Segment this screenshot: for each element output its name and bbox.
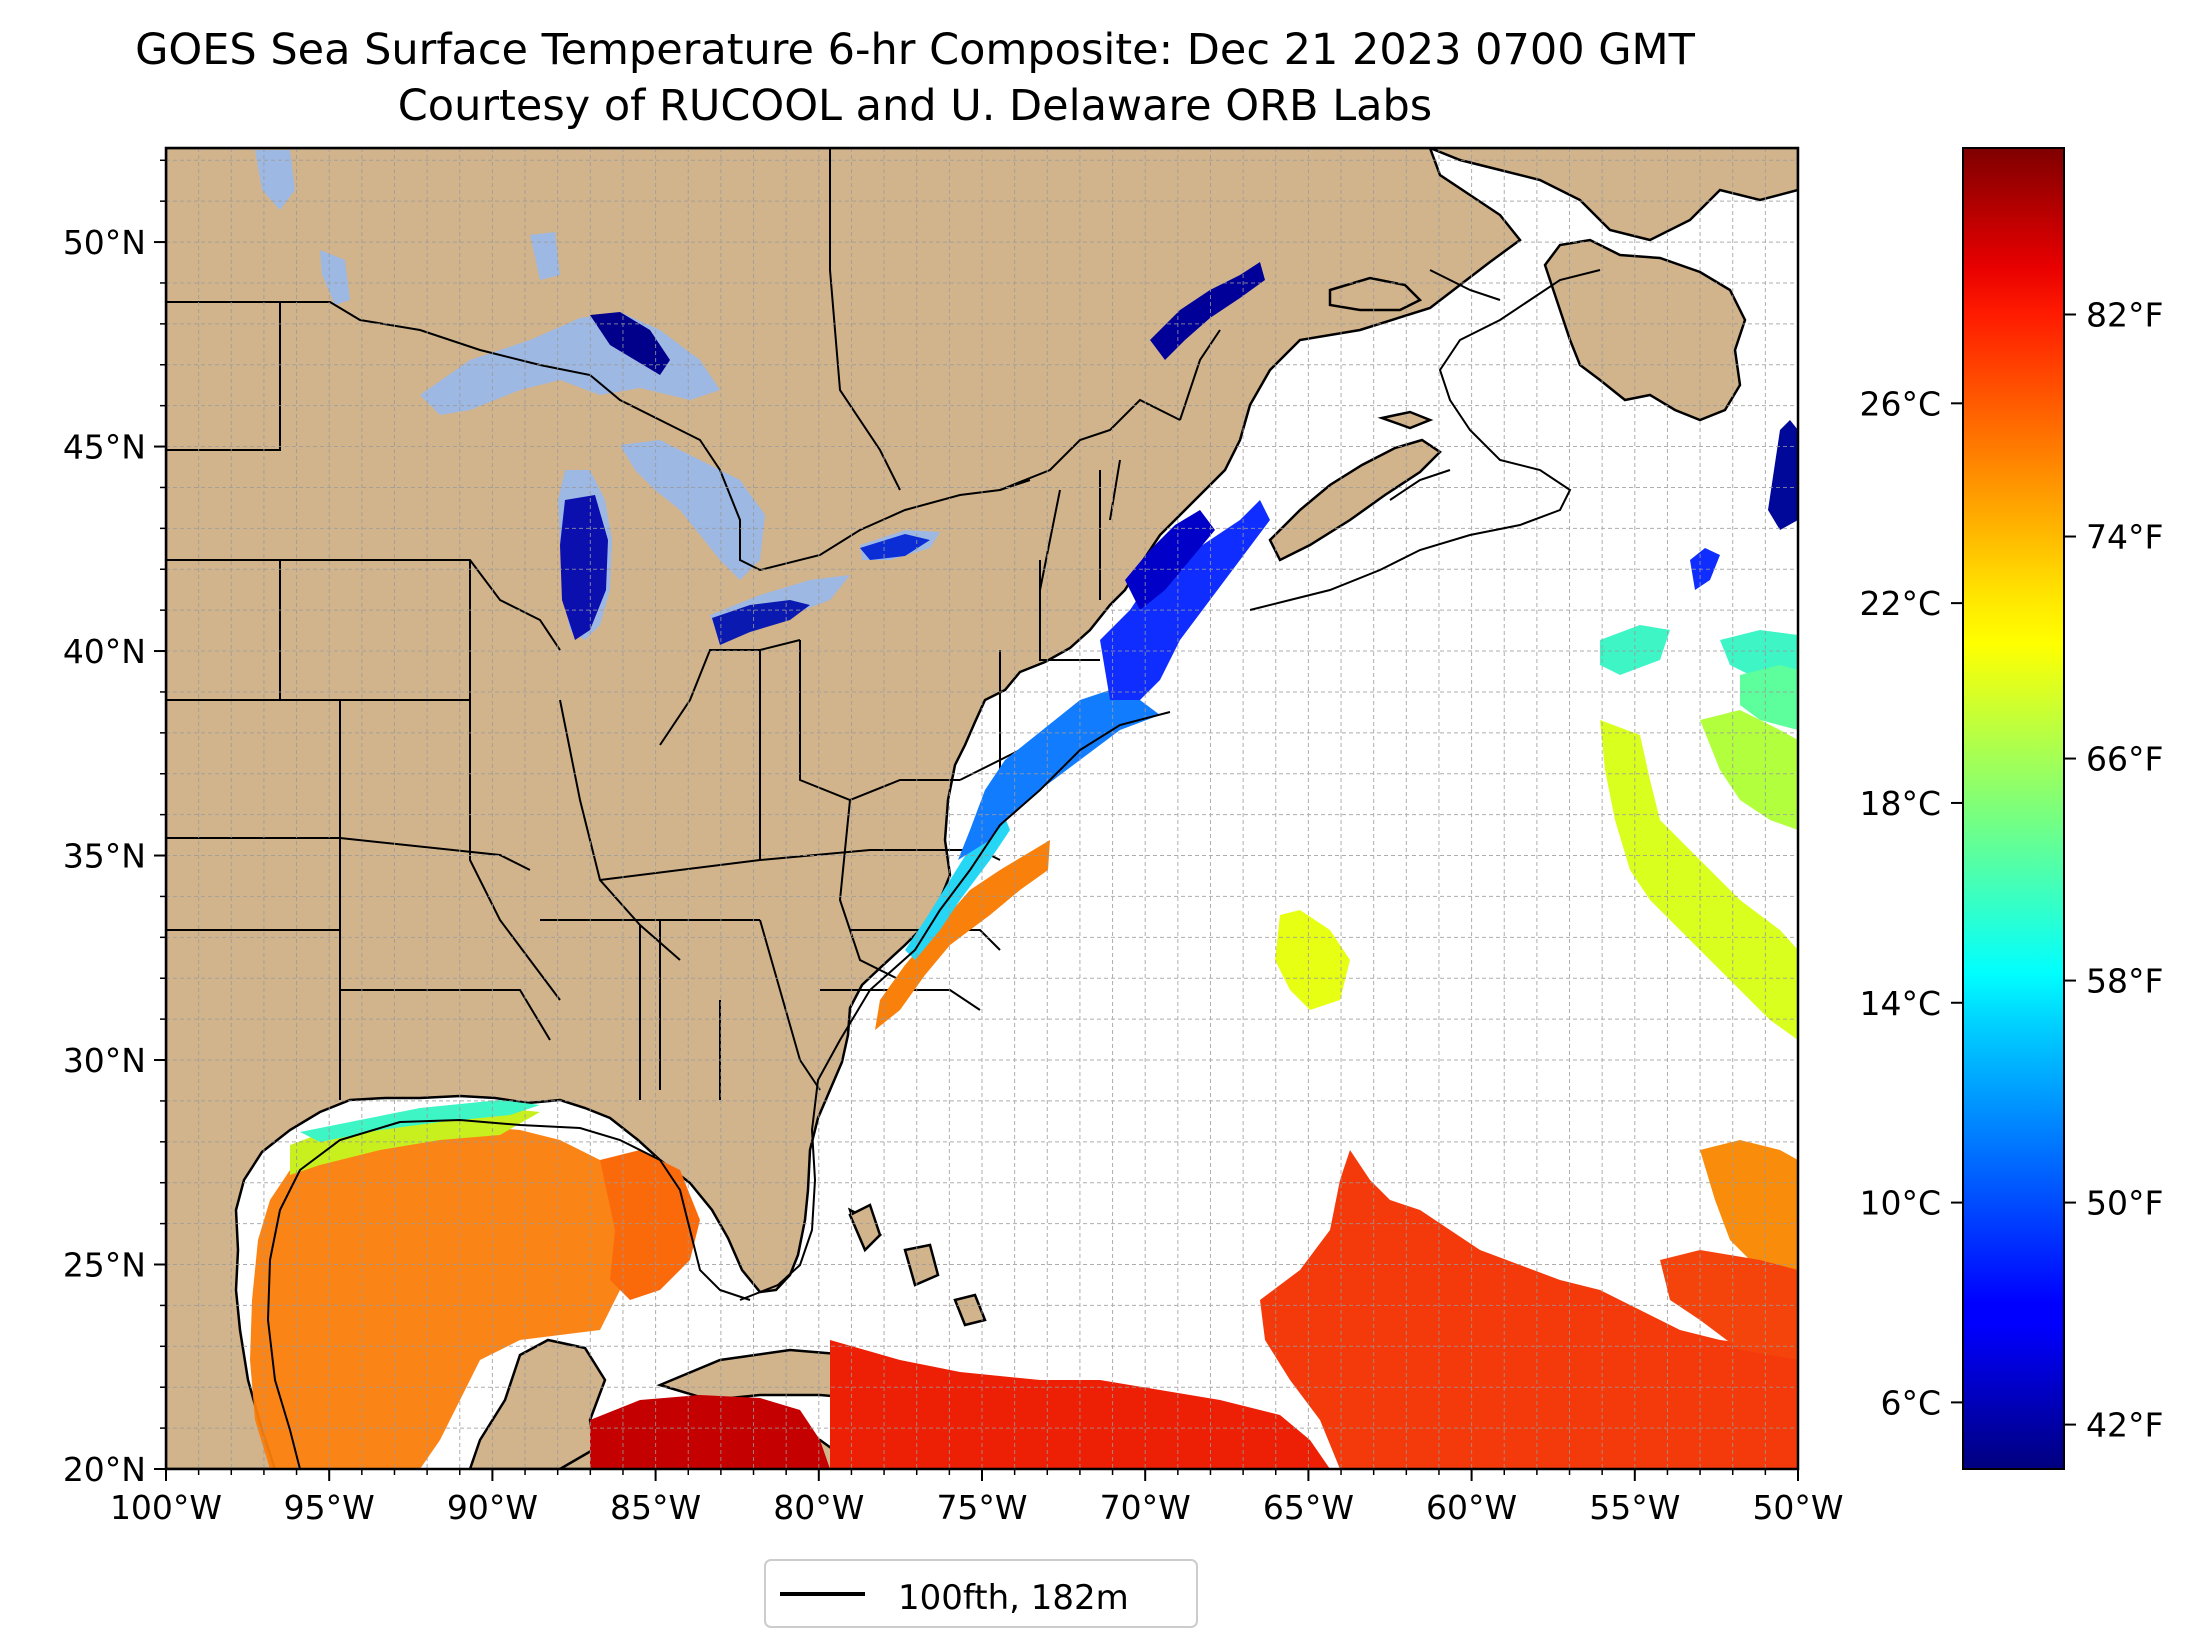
lon-tick-label: 65°W bbox=[1263, 1488, 1354, 1527]
lon-tick-label: 55°W bbox=[1589, 1488, 1680, 1527]
sst-sargasso-red bbox=[1260, 1150, 1798, 1469]
legend-label: 100fth, 182m bbox=[898, 1578, 1129, 1618]
colorbar-fahrenheit-axis: 42°F 50°F 58°F 66°F 74°F 82°F bbox=[2064, 296, 2163, 1445]
colorbar-c-label: 6°C bbox=[1880, 1383, 1941, 1422]
sst-northeast-yellow-green bbox=[1700, 710, 1798, 830]
sst-nova-scotia-blue bbox=[1690, 548, 1720, 590]
sst-gulf-of-mexico-warm bbox=[250, 1125, 650, 1469]
us-canada-border bbox=[166, 301, 1181, 572]
sst-lake-michigan-navy bbox=[560, 495, 608, 640]
sst-lake-erie-navy bbox=[712, 600, 810, 645]
lon-tick-label: 100°W bbox=[110, 1488, 222, 1527]
lon-tick-label: 95°W bbox=[284, 1488, 375, 1527]
legend-box bbox=[764, 1559, 1198, 1628]
colorbar-celsius-axis: 6°C 10°C 14°C 18°C 22°C 26°C bbox=[1859, 384, 1963, 1422]
legend: 100fth, 182m bbox=[764, 1559, 1198, 1628]
colorbar-gradient bbox=[1962, 147, 2065, 1470]
sst-georges-cyan bbox=[1600, 625, 1798, 680]
lake-nipigon bbox=[530, 232, 560, 280]
isobath-100fth-layer bbox=[266, 269, 1601, 1469]
map-title: GOES Sea Surface Temperature 6-hr Compos… bbox=[0, 22, 1830, 134]
lake-of-the-woods bbox=[320, 250, 350, 305]
sst-east-orange bbox=[1700, 1140, 1798, 1280]
sst-nova-scotia-navy bbox=[1768, 420, 1798, 530]
gridlines bbox=[166, 148, 1798, 1469]
lat-tick-label: 35°N bbox=[63, 837, 146, 876]
lat-tick-label: 20°N bbox=[63, 1450, 146, 1489]
lat-tick-label: 50°N bbox=[63, 223, 146, 262]
nova-scotia-land bbox=[1268, 438, 1442, 562]
colorbar-f-label: 50°F bbox=[2086, 1184, 2163, 1223]
colorbar-f-label: 66°F bbox=[2086, 740, 2163, 779]
sst-lake-huron-blue bbox=[860, 534, 930, 560]
lon-tick-label: 50°W bbox=[1752, 1488, 1843, 1527]
isobath-100fth-north bbox=[1249, 269, 1601, 611]
colorbar-f-label: 58°F bbox=[2086, 962, 2163, 1001]
isobath-100fth-gulf bbox=[266, 1118, 751, 1469]
lat-tick-label: 40°N bbox=[63, 632, 146, 671]
colorbar: 42°F 50°F 58°F 66°F 74°F 82°F 6°C 10°C 14°C 18°C… bbox=[1859, 147, 2163, 1470]
map-panel bbox=[166, 148, 1798, 1469]
sst-caribbean-hot bbox=[590, 1395, 830, 1469]
sst-northeast-green bbox=[1740, 665, 1798, 730]
title-line-1: GOES Sea Surface Temperature 6-hr Compos… bbox=[135, 25, 1695, 75]
lon-tick-label: 85°W bbox=[610, 1488, 701, 1527]
political-borders bbox=[166, 148, 1221, 1100]
lat-tick-label: 30°N bbox=[63, 1041, 146, 1080]
lake-winnipeg bbox=[255, 150, 295, 210]
labrador-land bbox=[1429, 148, 1798, 242]
sst-gulf-of-maine-blue bbox=[1100, 500, 1270, 700]
lon-tick-label: 70°W bbox=[1100, 1488, 1191, 1527]
lon-tick-label: 80°W bbox=[773, 1488, 864, 1527]
sst-midocean-yellow bbox=[1275, 910, 1350, 1010]
sst-st-lawrence-navy bbox=[1150, 262, 1265, 360]
gaspe-anticosti-land bbox=[1328, 276, 1423, 312]
sst-gulf-east-orange bbox=[600, 1150, 700, 1300]
lake-huron bbox=[620, 440, 765, 580]
colorbar-f-label: 42°F bbox=[2086, 1406, 2163, 1445]
colorbar-f-label: 82°F bbox=[2086, 296, 2163, 335]
lat-tick-label: 45°N bbox=[63, 428, 146, 467]
colorbar-c-label: 14°C bbox=[1859, 984, 1941, 1023]
pei-land bbox=[1377, 410, 1434, 430]
isobath-100fth-east bbox=[739, 711, 1171, 1301]
colorbar-c-label: 18°C bbox=[1859, 784, 1941, 823]
colorbar-c-label: 22°C bbox=[1859, 584, 1941, 623]
newfoundland-land bbox=[1543, 238, 1747, 422]
sst-lake-superior-navy bbox=[590, 312, 670, 375]
lon-tick-label: 60°W bbox=[1426, 1488, 1517, 1527]
lon-tick-label: 75°W bbox=[936, 1488, 1027, 1527]
sst-gulf-stream-orange bbox=[875, 840, 1050, 1030]
sst-gulf-of-maine-navy bbox=[1125, 510, 1215, 610]
colorbar-c-label: 26°C bbox=[1859, 384, 1941, 423]
sst-northeast-yellow bbox=[1600, 720, 1798, 1040]
colorbar-f-label: 74°F bbox=[2086, 518, 2163, 557]
colorbar-c-label: 10°C bbox=[1859, 1184, 1941, 1223]
latitude-axis: 20°N 25°N 30°N 35°N 40°N 45°N 50°N bbox=[63, 159, 166, 1489]
lat-tick-label: 25°N bbox=[63, 1246, 146, 1285]
title-line-2: Courtesy of RUCOOL and U. Delaware ORB L… bbox=[397, 81, 1433, 131]
longitude-axis: 100°W 95°W 90°W 85°W 80°W 75°W 70°W 65°W 60°W 55°… bbox=[110, 1469, 1844, 1527]
lon-tick-label: 90°W bbox=[447, 1488, 538, 1527]
